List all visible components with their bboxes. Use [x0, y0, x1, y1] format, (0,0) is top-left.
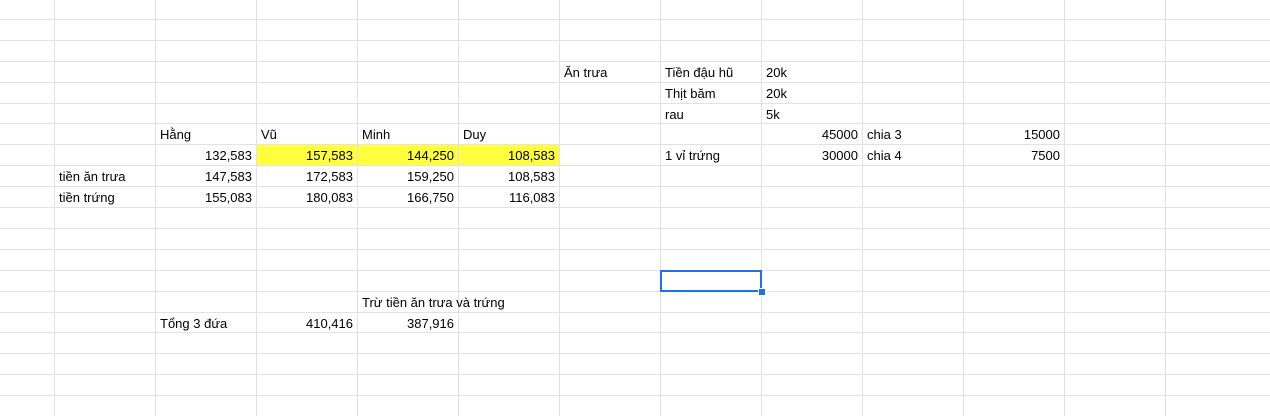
cell-j7[interactable]: chia 3 [867, 127, 902, 142]
column-gridline [559, 0, 560, 416]
cell-d9[interactable]: 172,583 [306, 169, 353, 184]
cell-d7[interactable]: Vũ [261, 127, 277, 142]
cell-f9[interactable]: 108,583 [508, 169, 555, 184]
cell-e9[interactable]: 159,250 [407, 169, 454, 184]
row-gridline [0, 40, 1270, 41]
cell-c10[interactable]: 155,083 [205, 190, 252, 205]
cell-f10[interactable]: 116,083 [508, 190, 555, 205]
cell-h6[interactable]: rau [665, 107, 684, 122]
cell-h8[interactable]: 1 vỉ trứng [665, 148, 720, 163]
cell-e15[interactable]: Trừ tiền ăn trưa và trứng [362, 295, 505, 310]
row-gridline [0, 291, 1270, 292]
row-gridline [0, 395, 1270, 396]
cell-d8[interactable]: 157,583 [257, 145, 357, 165]
cell-b10[interactable]: tiền trứng [59, 190, 115, 205]
row-gridline [0, 353, 1270, 354]
column-gridline [155, 0, 156, 416]
row-gridline [0, 61, 1270, 62]
cell-k7[interactable]: 15000 [1023, 127, 1060, 142]
cell-f8[interactable]: 108,583 [459, 145, 559, 165]
cell-i4[interactable]: 20k [766, 65, 787, 80]
column-gridline [660, 0, 661, 416]
row-gridline [0, 82, 1270, 83]
cell-h4[interactable]: Tiền đậu hũ [665, 65, 734, 80]
cell-i7[interactable]: 45000 [821, 127, 858, 142]
fill-handle[interactable] [758, 288, 766, 296]
row-gridline [0, 186, 1270, 187]
cell-j8[interactable]: chia 4 [867, 148, 902, 163]
cell-i8[interactable]: 30000 [821, 148, 858, 163]
cell-i5[interactable]: 20k [766, 86, 787, 101]
row-gridline [0, 249, 1270, 250]
row-gridline [0, 374, 1270, 375]
cell-c8[interactable]: 132,583 [205, 148, 252, 163]
cell-d10[interactable]: 180,083 [306, 190, 353, 205]
row-gridline [0, 19, 1270, 20]
column-gridline [963, 0, 964, 416]
cell-e10[interactable]: 166,750 [407, 190, 454, 205]
cell-d16[interactable]: 410,416 [306, 316, 353, 331]
row-gridline [0, 312, 1270, 313]
column-gridline [1165, 0, 1166, 416]
cell-c7[interactable]: Hằng [160, 127, 192, 142]
row-gridline [0, 332, 1270, 333]
cell-e16[interactable]: 387,916 [407, 316, 454, 331]
row-gridline [0, 165, 1270, 166]
column-gridline [54, 0, 55, 416]
column-gridline [761, 0, 762, 416]
cell-i6[interactable]: 5k [766, 107, 780, 122]
column-gridline [458, 0, 459, 416]
cell-g4[interactable]: Ăn trưa [564, 65, 608, 80]
cell-c9[interactable]: 147,583 [205, 169, 252, 184]
row-gridline [0, 144, 1270, 145]
column-gridline [862, 0, 863, 416]
cell-k8[interactable]: 7500 [1031, 148, 1060, 163]
cell-c16[interactable]: Tổng 3 đứa [160, 316, 228, 331]
column-gridline [256, 0, 257, 416]
cell-b9[interactable]: tiền ăn trưa [59, 169, 126, 184]
row-gridline [0, 123, 1270, 124]
column-gridline [357, 0, 358, 416]
cell-e8[interactable]: 144,250 [358, 145, 458, 165]
row-gridline [0, 207, 1270, 208]
column-gridline [1064, 0, 1065, 416]
cell-f7[interactable]: Duy [463, 127, 487, 142]
cell-e7[interactable]: Minh [362, 127, 391, 142]
row-gridline [0, 103, 1270, 104]
selected-cell-outline[interactable] [660, 270, 762, 292]
row-gridline [0, 228, 1270, 229]
cell-h5[interactable]: Thịt băm [665, 86, 716, 101]
row-gridline [0, 270, 1270, 271]
